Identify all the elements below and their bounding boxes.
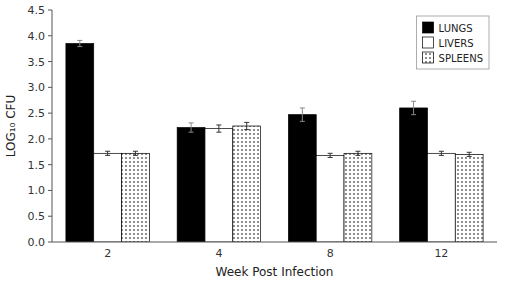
error-bar (467, 152, 472, 156)
y-tick (48, 138, 52, 139)
error-bar (328, 153, 333, 157)
error-bar (411, 101, 416, 114)
y-tick (48, 190, 52, 191)
chart: 0.0 0.5 1.0 1.5 2.0 2.5 3.0 3.5 4.0 4.5 2 4 8 12 Week … (0, 0, 507, 284)
bar (122, 153, 150, 242)
y-tick-label: 0.0 (28, 236, 46, 249)
y-tick (48, 61, 52, 62)
bar (316, 155, 344, 242)
legend-label: LUNGS (439, 23, 473, 34)
y-axis-line (52, 10, 53, 242)
legend-label: LIVERS (439, 38, 474, 49)
error-bar (77, 40, 82, 46)
x-axis-title: Week Post Infection (216, 265, 334, 279)
chart-container: 0.0 0.5 1.0 1.5 2.0 2.5 3.0 3.5 4.0 4.5 2 4 8 12 Week … (0, 0, 507, 284)
y-tick (48, 164, 52, 165)
y-axis: 0.0 0.5 1.0 1.5 2.0 2.5 3.0 3.5 4.0 4.5 (28, 4, 53, 249)
bar (205, 129, 233, 242)
bar (233, 126, 261, 242)
x-axis-line (52, 242, 497, 243)
y-tick (48, 10, 52, 11)
y-tick-label: 1.5 (28, 159, 46, 172)
error-bar (439, 151, 444, 155)
bar (94, 153, 122, 242)
bar (288, 115, 316, 242)
error-bar (244, 122, 249, 129)
y-tick-label: 4.0 (28, 30, 46, 43)
bar (66, 44, 94, 242)
bar (427, 153, 455, 242)
y-tick-label: 2.5 (28, 107, 46, 120)
bars (66, 40, 483, 242)
legend-swatch (423, 37, 434, 48)
legend-swatch (423, 52, 434, 63)
y-tick (48, 113, 52, 114)
x-tick-label: 8 (327, 247, 334, 260)
legend-box (417, 16, 489, 69)
error-bar (216, 125, 221, 132)
x-tick-label: 2 (104, 247, 111, 260)
error-bar (133, 151, 138, 155)
y-tick-label: 4.5 (28, 4, 46, 17)
error-bar (355, 151, 360, 155)
y-tick-label: 3.0 (28, 81, 46, 94)
y-tick (48, 35, 52, 36)
error-bar (189, 123, 194, 132)
y-tick-label: 2.0 (28, 133, 46, 146)
x-axis: 2 4 8 12 (104, 247, 448, 260)
y-tick-label: 3.5 (28, 56, 46, 69)
error-bar (300, 108, 305, 121)
legend-swatch (423, 22, 434, 33)
bar (344, 153, 372, 242)
bar (455, 154, 483, 242)
bar (177, 128, 205, 242)
y-tick (48, 242, 52, 243)
y-tick (48, 87, 52, 88)
y-tick-label: 1.0 (28, 184, 46, 197)
legend-label: SPLEENS (439, 53, 483, 64)
x-tick-label: 12 (434, 247, 448, 260)
y-axis-title: LOG₁₀ CFU (4, 95, 18, 158)
bar (400, 108, 428, 242)
error-bar (105, 151, 110, 155)
x-tick-label: 4 (215, 247, 222, 260)
y-tick-label: 0.5 (28, 210, 46, 223)
y-tick (48, 216, 52, 217)
legend: LUNGS LIVERS SPLEENS (417, 16, 489, 69)
